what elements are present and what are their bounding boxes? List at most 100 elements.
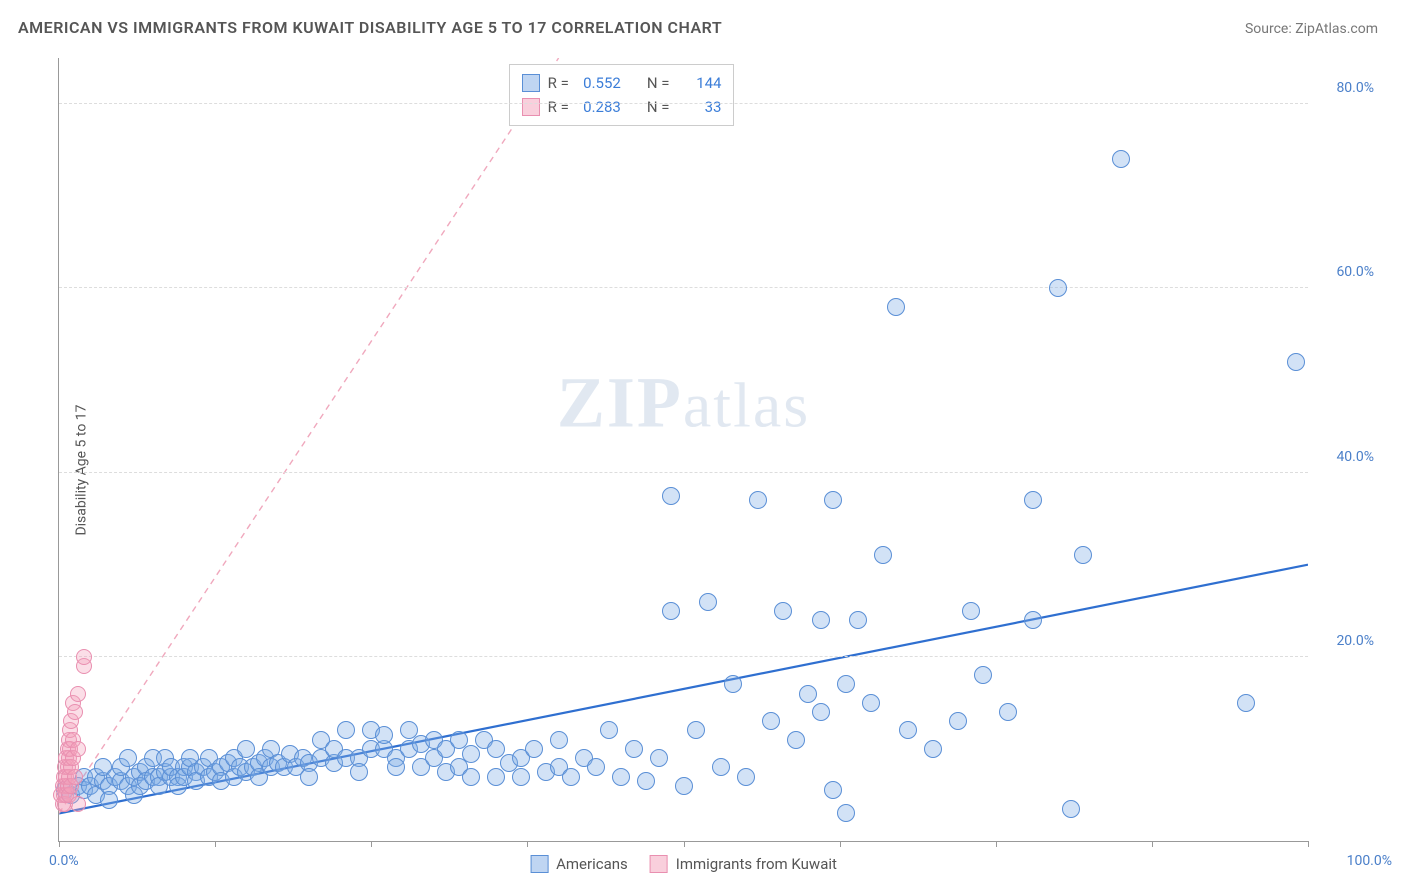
data-point xyxy=(525,740,543,758)
data-point xyxy=(637,772,655,790)
data-point xyxy=(724,675,742,693)
data-point xyxy=(512,768,530,786)
data-point xyxy=(824,781,842,799)
r-value: 0.283 xyxy=(577,95,621,119)
x-axis-max-label: 100.0% xyxy=(1347,853,1392,869)
series-legend: Americans Immigrants from Kuwait xyxy=(530,855,837,873)
data-point xyxy=(762,712,780,730)
data-point xyxy=(1237,694,1255,712)
data-point xyxy=(1049,279,1067,297)
data-point xyxy=(849,611,867,629)
data-point xyxy=(899,721,917,739)
y-tick-label: 40.0% xyxy=(1314,449,1374,465)
source-prefix: Source: xyxy=(1245,21,1295,37)
data-point xyxy=(837,804,855,822)
data-point xyxy=(1062,800,1080,818)
stats-legend-row: R =0.552N =144 xyxy=(522,71,722,95)
data-point xyxy=(100,791,118,809)
data-point xyxy=(70,686,86,702)
data-point xyxy=(799,685,817,703)
data-point xyxy=(1074,546,1092,564)
legend-swatch xyxy=(522,98,540,116)
data-point xyxy=(650,749,668,767)
data-point xyxy=(550,731,568,749)
legend-label: Americans xyxy=(556,855,628,873)
legend-swatch xyxy=(522,74,540,92)
y-tick-label: 20.0% xyxy=(1314,633,1374,649)
data-point xyxy=(70,741,86,757)
data-point xyxy=(462,745,480,763)
x-tick xyxy=(684,841,685,847)
x-tick xyxy=(527,841,528,847)
stats-legend: R =0.552N =144R =0.283N =33 xyxy=(509,64,735,126)
data-point xyxy=(887,298,905,316)
data-point xyxy=(787,731,805,749)
r-label: R = xyxy=(548,71,569,95)
data-point xyxy=(974,666,992,684)
y-tick-label: 60.0% xyxy=(1314,264,1374,280)
watermark: ZIPatlas xyxy=(557,361,810,444)
x-tick xyxy=(371,841,372,847)
trend-lines-layer xyxy=(59,58,1308,841)
data-point xyxy=(387,758,405,776)
legend-swatch xyxy=(530,855,548,873)
x-tick xyxy=(1152,841,1153,847)
source-attribution: Source: ZipAtlas.com xyxy=(1245,21,1378,37)
data-point xyxy=(562,768,580,786)
x-axis-min-label: 0.0% xyxy=(49,853,79,869)
data-point xyxy=(67,704,83,720)
data-point xyxy=(662,602,680,620)
data-point xyxy=(999,703,1017,721)
data-point xyxy=(375,726,393,744)
data-point xyxy=(837,675,855,693)
data-point xyxy=(1112,150,1130,168)
data-point xyxy=(1024,491,1042,509)
data-point xyxy=(824,491,842,509)
data-point xyxy=(487,768,505,786)
data-point xyxy=(699,593,717,611)
data-point xyxy=(737,768,755,786)
data-point xyxy=(1024,611,1042,629)
gridline xyxy=(59,656,1308,657)
data-point xyxy=(462,768,480,786)
data-point xyxy=(874,546,892,564)
gridline xyxy=(59,472,1308,473)
data-point xyxy=(712,758,730,776)
data-point xyxy=(962,602,980,620)
n-label: N = xyxy=(647,95,670,119)
gridline xyxy=(59,103,1308,104)
data-point xyxy=(76,649,92,665)
data-point xyxy=(662,487,680,505)
source-link[interactable]: ZipAtlas.com xyxy=(1295,21,1378,37)
x-tick xyxy=(215,841,216,847)
data-point xyxy=(70,796,86,812)
chart-container: Disability Age 5 to 17 ZIPatlas R =0.552… xyxy=(18,48,1388,892)
x-tick xyxy=(840,841,841,847)
data-point xyxy=(675,777,693,795)
data-point xyxy=(924,740,942,758)
data-point xyxy=(67,769,83,785)
x-tick xyxy=(1308,841,1309,847)
data-point xyxy=(949,712,967,730)
x-tick xyxy=(59,841,60,847)
x-tick xyxy=(996,841,997,847)
data-point xyxy=(749,491,767,509)
legend-item: Immigrants from Kuwait xyxy=(650,855,837,873)
data-point xyxy=(1287,353,1305,371)
stats-legend-row: R = 0.283 N = 33 xyxy=(522,95,722,119)
data-point xyxy=(612,768,630,786)
legend-item: Americans xyxy=(530,855,628,873)
gridline xyxy=(59,287,1308,288)
data-point xyxy=(862,694,880,712)
plot-area: ZIPatlas R =0.552N =144R =0.283N =33 Ame… xyxy=(58,58,1308,842)
data-point xyxy=(600,721,618,739)
n-value: 33 xyxy=(677,95,721,119)
data-point xyxy=(687,721,705,739)
n-label: N = xyxy=(647,71,670,95)
n-value: 144 xyxy=(677,71,721,95)
y-tick-label: 80.0% xyxy=(1314,80,1374,96)
data-point xyxy=(350,763,368,781)
legend-label: Immigrants from Kuwait xyxy=(676,855,837,873)
data-point xyxy=(337,721,355,739)
r-label: R = xyxy=(548,95,569,119)
